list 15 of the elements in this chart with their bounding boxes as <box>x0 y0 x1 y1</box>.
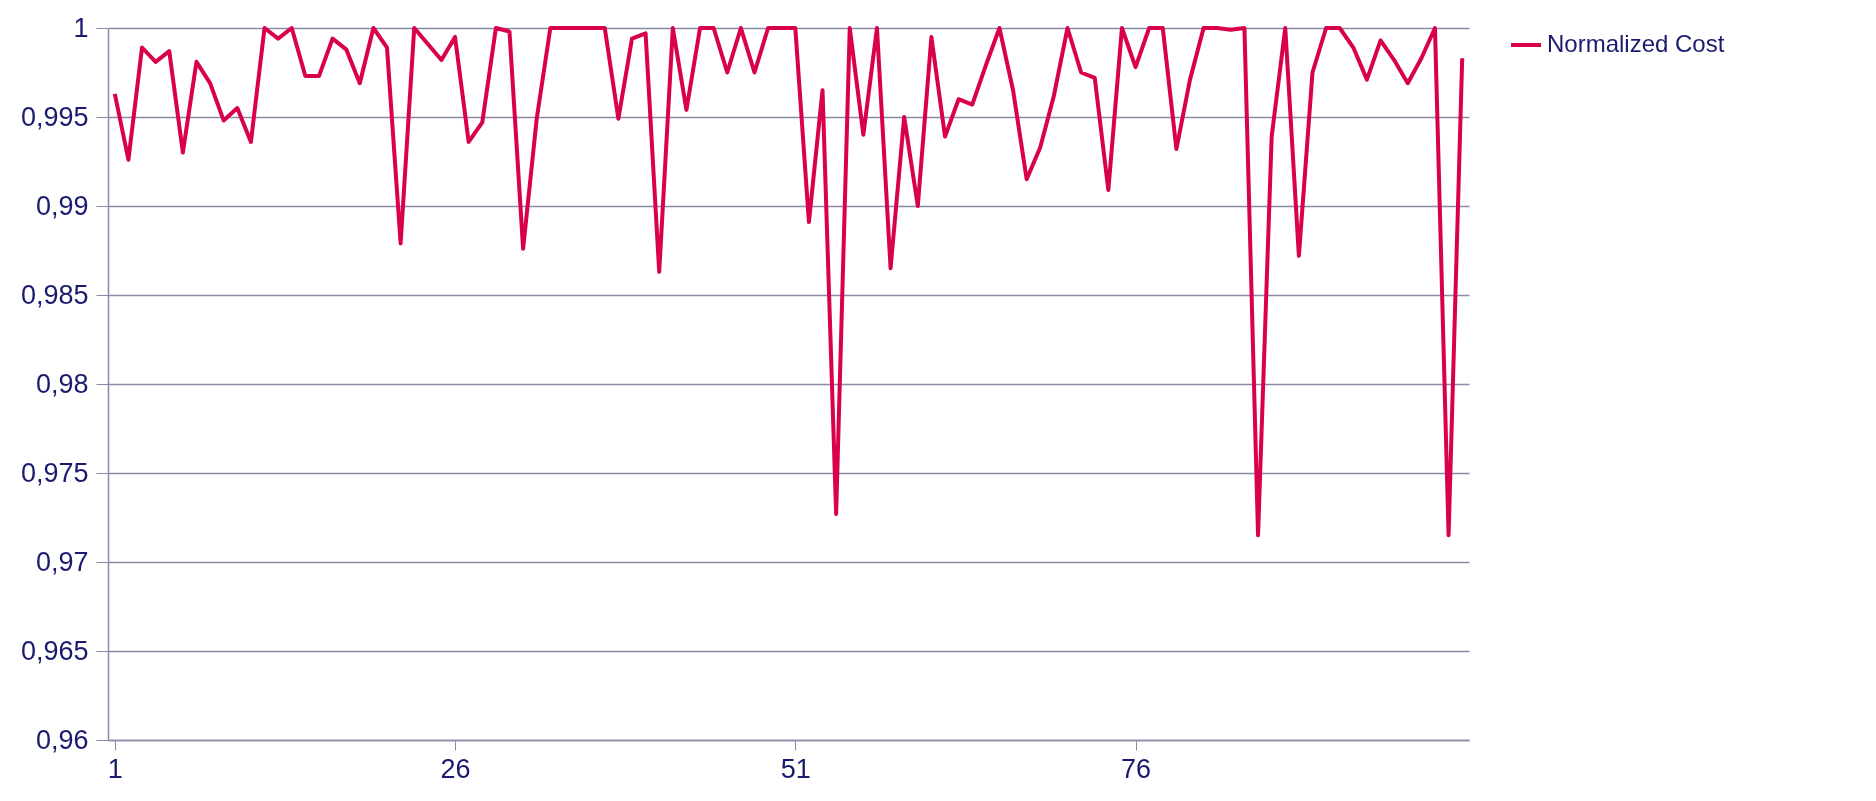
line-series <box>112 26 1465 538</box>
x-tick-label: 51 <box>780 753 811 784</box>
y-tick-label: 0,98 <box>35 368 89 399</box>
y-tick-label: 0,985 <box>20 279 89 310</box>
legend-label: Normalized Cost <box>1547 30 1725 57</box>
y-tick-label: 1 <box>73 12 89 43</box>
x-tick-label: 76 <box>1121 753 1152 784</box>
x-tick-label: 1 <box>107 753 123 784</box>
y-tick-label: 0,99 <box>35 190 89 221</box>
y-tick-label: 0,965 <box>20 635 89 666</box>
x-tick-label: 26 <box>440 753 471 784</box>
y-tick-label: 0,975 <box>20 457 89 488</box>
y-tick-label: 0,96 <box>35 724 89 755</box>
y-tick-label: 0,97 <box>35 546 89 577</box>
y-tick-label: 0,995 <box>20 101 89 132</box>
